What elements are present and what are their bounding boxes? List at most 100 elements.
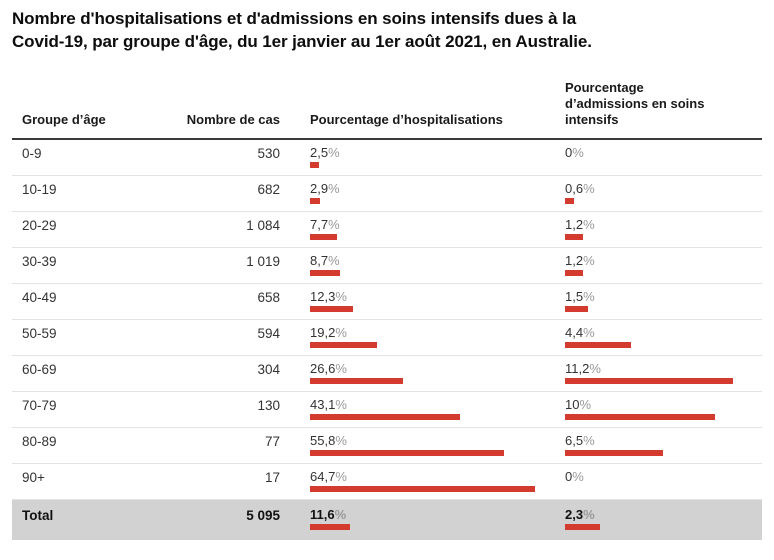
hospitalization-percent-bar xyxy=(310,161,319,168)
hospitalization-percent-cell: 11,6% xyxy=(290,508,542,540)
cases-cell: 594 xyxy=(257,325,280,341)
icu-percent-label: 0% xyxy=(565,468,584,484)
icu-percent-bar xyxy=(565,305,588,312)
age-group-cell: 50-59 xyxy=(22,325,57,341)
icu-percent-label: 1,2% xyxy=(565,216,595,232)
table-row: 70-79 130 43,1% 10% xyxy=(12,392,762,428)
icu-percent-cell: 0% xyxy=(542,470,762,499)
hospitalization-percent-cell: 19,2% xyxy=(290,326,542,355)
icu-percent-label: 0,6% xyxy=(565,180,595,196)
cases-cell: 530 xyxy=(257,145,280,161)
table-total-row: Total 5 095 11,6% 2,3% xyxy=(12,499,762,540)
icu-percent-bar xyxy=(565,449,663,456)
icu-percent-bar xyxy=(565,413,715,420)
age-group-cell: 30-39 xyxy=(22,253,57,269)
age-group-cell: Total xyxy=(22,507,54,523)
cases-cell: 304 xyxy=(257,361,280,377)
age-group-cell: 20-29 xyxy=(22,217,57,233)
hospitalization-percent-cell: 2,9% xyxy=(290,182,542,211)
icu-percent-cell: 1,2% xyxy=(542,218,762,247)
percent-unit: % xyxy=(335,396,347,412)
age-group-cell: 80-89 xyxy=(22,433,57,449)
icu-percent-cell: 4,4% xyxy=(542,326,762,355)
icu-percent-bar xyxy=(565,523,600,530)
cases-cell: 17 xyxy=(264,469,280,485)
percent-unit: % xyxy=(583,180,595,196)
percent-unit: % xyxy=(335,360,347,376)
cases-cell: 130 xyxy=(257,397,280,413)
table-row: 80-89 77 55,8% 6,5% xyxy=(12,428,762,464)
table-row: 30-39 1 019 8,7% 1,2% xyxy=(12,248,762,284)
percent-unit: % xyxy=(583,432,595,448)
age-group-cell: 90+ xyxy=(22,469,45,485)
icu-percent-label: 1,2% xyxy=(565,252,595,268)
header-number-of-cases: Nombre de cas xyxy=(186,112,280,128)
percent-unit: % xyxy=(583,252,595,268)
percent-unit: % xyxy=(328,216,340,232)
percent-unit: % xyxy=(572,144,584,160)
age-group-cell: 10-19 xyxy=(22,181,57,197)
hospitalization-percent-label: 8,7% xyxy=(310,252,340,268)
cases-cell: 77 xyxy=(264,433,280,449)
percent-unit: % xyxy=(328,180,340,196)
icu-percent-label: 6,5% xyxy=(565,432,595,448)
table-row: 20-29 1 084 7,7% 1,2% xyxy=(12,212,762,248)
chart-title: Nombre d'hospitalisations et d'admission… xyxy=(12,8,762,54)
hospitalization-percent-bar xyxy=(310,197,321,204)
hospitalization-percent-cell: 2,5% xyxy=(290,146,542,175)
hospitalization-percent-label: 11,6% xyxy=(310,506,347,522)
icu-percent-label: 2,3% xyxy=(565,506,595,522)
percent-unit: % xyxy=(589,360,601,376)
percent-unit: % xyxy=(583,216,595,232)
hospitalization-percent-label: 55,8% xyxy=(310,432,347,448)
age-group-cell: 0-9 xyxy=(22,145,42,161)
header-hospitalization-percent: Pourcentage d’hospitalisations xyxy=(310,112,503,128)
percent-unit: % xyxy=(583,506,595,522)
chart-title-line2: Covid-19, par groupe d'âge, du 1er janvi… xyxy=(12,31,592,51)
hospitalization-percent-label: 26,6% xyxy=(310,360,347,376)
icu-percent-bar xyxy=(565,269,583,276)
percent-unit: % xyxy=(335,432,347,448)
icu-percent-label: 10% xyxy=(565,396,592,412)
icu-percent-bar xyxy=(565,233,583,240)
icu-percent-cell: 10% xyxy=(542,398,762,427)
hospitalization-percent-cell: 55,8% xyxy=(290,434,542,463)
icu-percent-bar xyxy=(565,377,733,384)
cases-cell: 5 095 xyxy=(246,507,280,523)
percent-unit: % xyxy=(583,324,595,340)
hospitalization-percent-bar xyxy=(310,523,351,530)
table-row: 10-19 682 2,9% 0,6% xyxy=(12,176,762,212)
percent-unit: % xyxy=(335,288,347,304)
icu-percent-bar xyxy=(565,341,631,348)
chart-page: Nombre d'hospitalisations et d'admission… xyxy=(12,8,762,540)
hospitalization-percent-bar xyxy=(310,377,403,384)
table-row: 40-49 658 12,3% 1,5% xyxy=(12,284,762,320)
hospitalization-percent-bar xyxy=(310,269,341,276)
hospitalization-percent-cell: 43,1% xyxy=(290,398,542,427)
icu-percent-cell: 6,5% xyxy=(542,434,762,463)
hospitalization-percent-cell: 12,3% xyxy=(290,290,542,319)
hospitalization-percent-cell: 26,6% xyxy=(290,362,542,391)
table-row: 90+ 17 64,7% 0% xyxy=(12,464,762,500)
hospitalization-percent-label: 19,2% xyxy=(310,324,347,340)
header-icu-percent-text: Pourcentage d’admissions en soins intens… xyxy=(565,79,705,128)
percent-unit: % xyxy=(335,468,347,484)
cases-cell: 1 084 xyxy=(246,217,280,233)
chart-title-line1: Nombre d'hospitalisations et d'admission… xyxy=(12,9,577,28)
table-row: 50-59 594 19,2% 4,4% xyxy=(12,320,762,356)
hospitalization-percent-label: 43,1% xyxy=(310,396,347,412)
hospitalization-percent-bar xyxy=(310,449,504,456)
percent-unit: % xyxy=(328,252,340,268)
header-age-group: Groupe d’âge xyxy=(22,112,106,128)
age-group-cell: 60-69 xyxy=(22,361,57,377)
cases-cell: 682 xyxy=(257,181,280,197)
table-body: 0-9 530 2,5% 0% 10-19 682 2,9% 0,6% 20-29 1 084 7,… xyxy=(12,140,762,540)
percent-unit: % xyxy=(335,324,347,340)
icu-percent-bar xyxy=(565,197,574,204)
cases-cell: 1 019 xyxy=(246,253,280,269)
percent-unit: % xyxy=(583,288,595,304)
percent-unit: % xyxy=(334,506,347,522)
hospitalization-percent-label: 64,7% xyxy=(310,468,347,484)
hospitalization-percent-bar xyxy=(310,413,460,420)
icu-percent-cell: 2,3% xyxy=(542,508,762,540)
